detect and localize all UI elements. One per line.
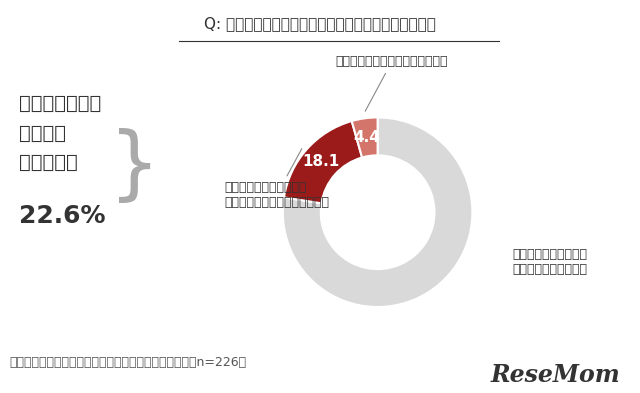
Text: 4.4: 4.4 <box>354 130 381 145</box>
Text: }: } <box>109 128 160 206</box>
Text: Q: 現在、児童手当を受け取っているのはどなたですか: Q: 現在、児童手当を受け取っているのはどなたですか <box>204 16 436 31</box>
Wedge shape <box>352 118 378 158</box>
Text: 誰が受け取っているかわからない: 誰が受け取っているかわからない <box>335 55 448 111</box>
Text: ReseMom: ReseMom <box>491 363 621 387</box>
Text: こどもと同居していない
別居中の相手が受け取っている: こどもと同居していない 別居中の相手が受け取っている <box>224 149 329 209</box>
Text: こどもと同居している
自分が受け取っている: こどもと同居している 自分が受け取っている <box>512 248 587 275</box>
Text: 18.1: 18.1 <box>302 154 339 169</box>
Text: 受け取れてない
もしくは
わからない: 受け取れてない もしくは わからない <box>19 94 102 172</box>
Wedge shape <box>284 121 362 203</box>
Wedge shape <box>283 118 472 307</box>
Text: ベース：児童手当制度を「知っていた」と回答した人（n=226）: ベース：児童手当制度を「知っていた」と回答した人（n=226） <box>10 356 247 369</box>
Text: 22.6%: 22.6% <box>19 204 106 228</box>
